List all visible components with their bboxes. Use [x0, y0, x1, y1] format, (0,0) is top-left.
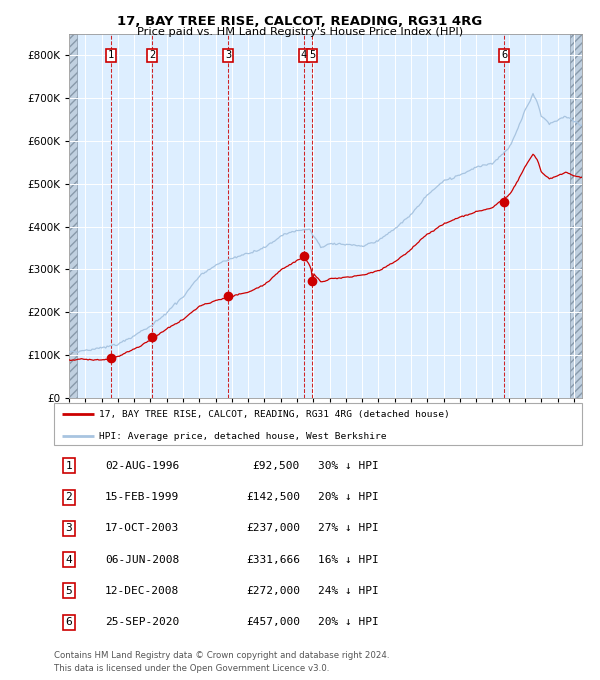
Text: 20% ↓ HPI: 20% ↓ HPI	[318, 492, 379, 502]
Text: £237,000: £237,000	[246, 524, 300, 533]
Text: 17, BAY TREE RISE, CALCOT, READING, RG31 4RG (detached house): 17, BAY TREE RISE, CALCOT, READING, RG31…	[99, 410, 449, 419]
Text: 17-OCT-2003: 17-OCT-2003	[105, 524, 179, 533]
Text: 30% ↓ HPI: 30% ↓ HPI	[318, 461, 379, 471]
Text: £142,500: £142,500	[246, 492, 300, 502]
Text: 16% ↓ HPI: 16% ↓ HPI	[318, 555, 379, 564]
Text: 1: 1	[65, 461, 73, 471]
Text: 6: 6	[65, 617, 73, 627]
Text: 1: 1	[108, 50, 114, 61]
Text: 15-FEB-1999: 15-FEB-1999	[105, 492, 179, 502]
Text: 5: 5	[310, 50, 316, 61]
Text: 6: 6	[501, 50, 508, 61]
Text: 12-DEC-2008: 12-DEC-2008	[105, 586, 179, 596]
Text: 4: 4	[301, 50, 307, 61]
Text: 2: 2	[65, 492, 73, 502]
Text: 24% ↓ HPI: 24% ↓ HPI	[318, 586, 379, 596]
Text: Contains HM Land Registry data © Crown copyright and database right 2024.: Contains HM Land Registry data © Crown c…	[54, 651, 389, 660]
Text: 2: 2	[149, 50, 155, 61]
Text: £272,000: £272,000	[246, 586, 300, 596]
Text: HPI: Average price, detached house, West Berkshire: HPI: Average price, detached house, West…	[99, 432, 386, 441]
Text: 3: 3	[226, 50, 232, 61]
Text: Price paid vs. HM Land Registry's House Price Index (HPI): Price paid vs. HM Land Registry's House …	[137, 27, 463, 37]
Text: This data is licensed under the Open Government Licence v3.0.: This data is licensed under the Open Gov…	[54, 664, 329, 673]
Text: 25-SEP-2020: 25-SEP-2020	[105, 617, 179, 627]
Text: 17, BAY TREE RISE, CALCOT, READING, RG31 4RG: 17, BAY TREE RISE, CALCOT, READING, RG31…	[118, 15, 482, 28]
Text: £92,500: £92,500	[253, 461, 300, 471]
Text: 20% ↓ HPI: 20% ↓ HPI	[318, 617, 379, 627]
Text: 27% ↓ HPI: 27% ↓ HPI	[318, 524, 379, 533]
Text: 3: 3	[65, 524, 73, 533]
FancyBboxPatch shape	[54, 403, 582, 445]
Text: £331,666: £331,666	[246, 555, 300, 564]
Text: 06-JUN-2008: 06-JUN-2008	[105, 555, 179, 564]
Text: 4: 4	[65, 555, 73, 564]
Text: 02-AUG-1996: 02-AUG-1996	[105, 461, 179, 471]
Text: 5: 5	[65, 586, 73, 596]
Text: £457,000: £457,000	[246, 617, 300, 627]
